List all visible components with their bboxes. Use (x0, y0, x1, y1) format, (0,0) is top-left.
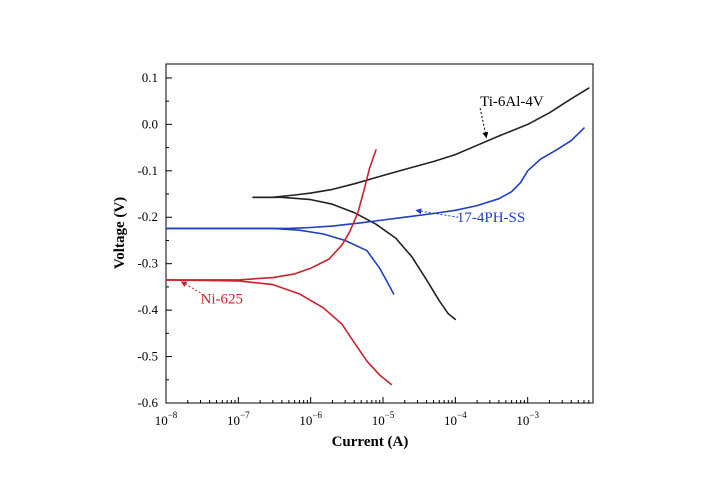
y-tick-label: -0.6 (137, 395, 158, 410)
ti-6al-4v-curve-anodic (252, 87, 590, 199)
y-axis-title: Voltage (V) (112, 197, 128, 269)
ni-625-curve-cathodic (165, 279, 393, 386)
y-tick-label: 0.0 (142, 116, 158, 131)
x-tick-label: 10−8 (155, 410, 178, 428)
x-axis-title: Current (A) (332, 434, 409, 450)
y-tick-label: 0.1 (142, 70, 158, 85)
x-tick-label: 10−7 (227, 410, 250, 428)
y-tick-label: -0.2 (137, 209, 158, 224)
plot-frame (165, 63, 594, 404)
y-axis-ticks: 0.1 0.0 -0.1 -0.2 -0.3 -0.4 -0.5 -0.6 (137, 70, 172, 410)
annotation-label: 17-4PH-SS (457, 210, 525, 226)
x-tick-label: 10−5 (372, 410, 395, 428)
ti-6al-4v-curve-cathodic (252, 196, 457, 321)
x-tick-label: 10−4 (444, 410, 467, 428)
17-4ph-ss-curve-anodic (165, 127, 585, 230)
17-4ph-ss-curve-cathodic (165, 227, 395, 295)
x-tick-label: 10−6 (299, 410, 322, 428)
annotation-arrow (479, 108, 489, 139)
annotation-label: Ti-6Al-4V (480, 94, 544, 110)
series-layer (165, 87, 590, 386)
annotation-arrow (180, 280, 201, 294)
y-tick-label: -0.1 (137, 163, 158, 178)
y-tick-label: -0.5 (137, 349, 158, 364)
y-tick-label: -0.4 (137, 302, 158, 317)
annotation-layer: Ti-6Al-4V 17-4PH-SS Ni-625 (180, 94, 544, 308)
x-tick-label: 10−3 (516, 410, 539, 428)
annotation-arrow (415, 208, 459, 218)
x-axis-ticks: 10−8 10−7 10−6 10−5 10−4 10−3 (155, 397, 594, 428)
ni-625-curve-anodic (165, 149, 377, 281)
y-tick-label: -0.3 (137, 256, 158, 271)
annotation-label: Ni-625 (201, 292, 244, 308)
